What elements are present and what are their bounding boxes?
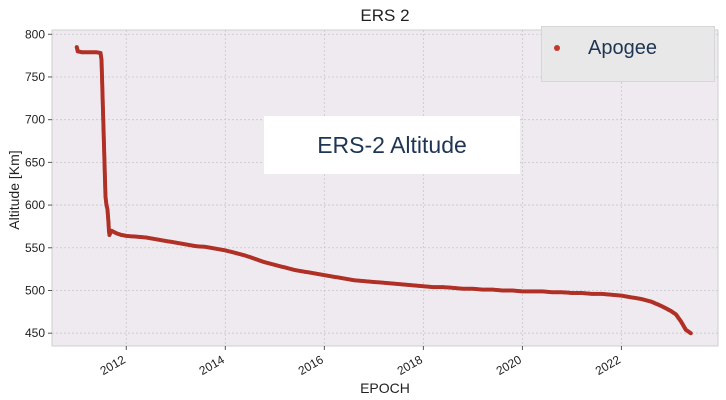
x-tick-label: 2018: [395, 352, 425, 378]
y-tick-label: 750: [25, 70, 45, 84]
x-tick-label: 2012: [98, 352, 128, 378]
y-tick-label: 650: [25, 155, 45, 169]
legend: Apogee: [541, 26, 715, 82]
legend-entry-apogee: Apogee: [588, 37, 657, 59]
y-axis-label: Altitude [Km]: [6, 150, 22, 230]
y-tick-label: 450: [25, 326, 45, 340]
x-axis-label: EPOCH: [360, 380, 410, 396]
y-tick-label: 500: [25, 283, 45, 297]
x-tick-label: 2022: [593, 352, 623, 378]
x-tick-label: 2020: [494, 352, 524, 378]
chart-title: ERS 2: [360, 6, 410, 25]
y-tick-label: 700: [25, 113, 45, 127]
y-tick-label: 600: [25, 198, 45, 212]
y-tick-label: 800: [25, 27, 45, 41]
annotation-text: ERS-2 Altitude: [317, 131, 467, 158]
annotation-box: ERS-2 Altitude: [264, 116, 520, 174]
x-tick-label: 2016: [296, 352, 326, 378]
legend-marker-icon: [554, 45, 560, 51]
data-point: [688, 331, 693, 336]
x-tick-label: 2014: [197, 352, 227, 378]
y-tick-label: 550: [25, 241, 45, 255]
